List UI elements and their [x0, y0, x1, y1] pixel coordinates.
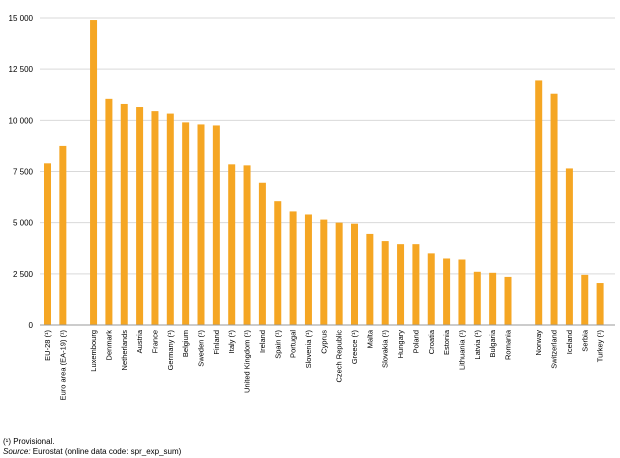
bar [489, 272, 497, 325]
x-tick-label: Netherlands [120, 330, 129, 371]
bar [166, 113, 174, 325]
x-tick-label: France [150, 330, 159, 353]
bar [120, 103, 128, 326]
bar [105, 98, 113, 326]
x-tick-label: Luxembourg [89, 330, 98, 372]
bar [228, 164, 236, 325]
provisional-note: (¹) Provisional. [3, 437, 55, 446]
bar [90, 20, 98, 326]
x-tick-label: Croatia [427, 329, 436, 354]
x-tick-label: Lithuania (¹) [457, 330, 466, 371]
bar [304, 214, 312, 325]
x-tick-label: Latvia (¹) [473, 330, 482, 360]
x-tick-label: Estonia [442, 329, 451, 355]
y-tick-label: 12 500 [9, 65, 34, 74]
y-axis-tick-labels: 0 2 500 5 000 7 500 10 000 12 500 15 000 [9, 14, 34, 330]
bar [136, 107, 144, 325]
x-tick-label: Turkey (¹) [596, 330, 605, 363]
bars [44, 20, 604, 326]
x-tick-label: Finland [212, 330, 221, 355]
x-tick-label: Denmark [104, 330, 113, 361]
bar [412, 244, 420, 325]
x-tick-label: Slovenia (¹) [304, 330, 313, 369]
bar [289, 211, 297, 325]
x-tick-label: Spain (¹) [273, 330, 282, 359]
x-tick-label: Italy (¹) [227, 330, 236, 354]
bar [596, 283, 604, 325]
y-tick-label: 7 500 [13, 168, 34, 177]
footnotes: (¹) Provisional. Source: Eurostat (onlin… [3, 437, 181, 457]
x-tick-label: Cyprus [319, 330, 328, 354]
bar [243, 165, 251, 325]
source-text: Eurostat (online data code: spr_exp_sum) [30, 447, 182, 456]
bar [351, 223, 358, 325]
bar [550, 93, 558, 325]
bar [565, 168, 573, 325]
x-tick-label: Slovakia (¹) [381, 330, 390, 368]
x-tick-label: Austria [135, 329, 144, 353]
x-tick-label: Greece (¹) [350, 329, 359, 364]
x-tick-label: United Kingdom (¹) [243, 330, 252, 393]
x-tick-label: Poland [411, 330, 420, 353]
bar-chart: 0 2 500 5 000 7 500 10 000 12 500 15 000 EU-28… [9, 14, 615, 400]
y-tick-label: 15 000 [9, 14, 34, 23]
bar [335, 222, 343, 325]
bar [427, 253, 435, 325]
bar [212, 125, 220, 325]
bar [381, 241, 389, 325]
bar [504, 276, 512, 325]
x-tick-label: Norway [534, 330, 543, 356]
x-tick-label: EU-28 (¹) [43, 330, 52, 361]
bar [397, 244, 405, 325]
bar [182, 122, 190, 325]
bar [44, 163, 51, 325]
x-tick-label: Malta [365, 329, 374, 348]
bar [258, 182, 266, 325]
bar [581, 274, 589, 325]
gridlines [40, 17, 615, 275]
x-axis-tick-labels: EU-28 (¹) Euro area (EA-19) (¹) Luxembourg… [43, 329, 605, 400]
bar [59, 145, 67, 325]
y-tick-label: 0 [29, 321, 34, 330]
bar [197, 124, 205, 325]
bar [366, 233, 374, 325]
x-tick-label: Iceland [565, 330, 574, 354]
source-note: Source: Eurostat (online data code: spr_… [3, 447, 181, 457]
bar [443, 258, 451, 325]
bar [274, 201, 282, 325]
bar [151, 111, 159, 325]
x-tick-label: Bulgaria [488, 329, 497, 357]
source-label: Source: [3, 447, 31, 456]
x-tick-label: Germany (¹) [166, 330, 175, 371]
x-tick-label: Switzerland [550, 330, 559, 369]
x-tick-label: Ireland [258, 330, 267, 353]
y-tick-label: 2 500 [13, 270, 34, 279]
bar [473, 271, 481, 325]
y-tick-label: 10 000 [9, 116, 34, 125]
x-tick-label: Serbia [580, 329, 589, 352]
bar [535, 80, 543, 325]
x-tick-label: Romania [504, 329, 513, 360]
bar [458, 259, 466, 325]
y-tick-label: 5 000 [13, 219, 34, 228]
x-tick-label: Czech Republic [335, 330, 344, 383]
x-tick-label: Sweden (¹) [197, 330, 206, 367]
x-tick-label: Hungary [396, 330, 405, 359]
x-tick-label: Belgium [181, 330, 190, 357]
bar [320, 219, 328, 325]
x-tick-label: Portugal [289, 330, 298, 358]
x-tick-label: Euro area (EA-19) (¹) [58, 329, 67, 400]
